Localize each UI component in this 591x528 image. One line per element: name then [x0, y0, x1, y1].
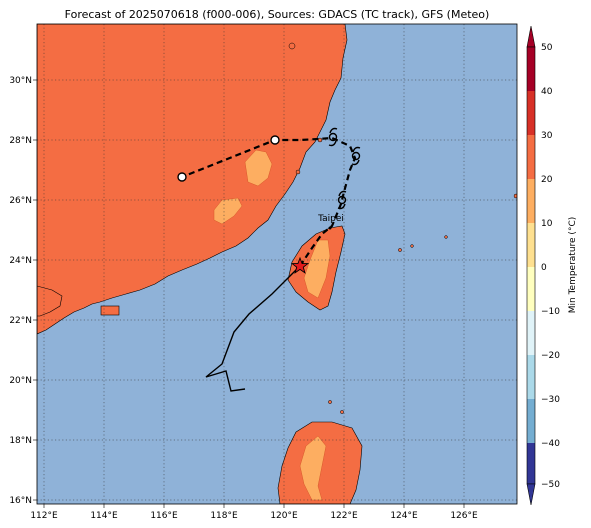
map-frame: [36, 23, 518, 505]
x-tick-label: 112°E: [30, 511, 58, 521]
typhoon-symbol: [337, 190, 347, 210]
colorbar-max-arrow: [526, 25, 536, 48]
colorbar-tick: −40: [541, 439, 560, 449]
x-axis-labels: 112°E 114°E 116°E 118°E 120°E 122°E 124°…: [30, 504, 478, 521]
colorbar-tick: −20: [541, 351, 560, 361]
y-tick-label: 24°N: [9, 256, 32, 266]
x-tick-label: 122°E: [330, 511, 358, 521]
colorbar-tick: 30: [541, 131, 553, 141]
x-tick-label: 124°E: [390, 511, 418, 521]
colorbar-tick: 0: [541, 263, 547, 273]
x-tick-label: 116°E: [150, 511, 178, 521]
y-tick-label: 26°N: [9, 196, 32, 206]
x-tick-label: 118°E: [210, 511, 238, 521]
past-track-line: [205, 265, 301, 392]
coastal-island: [100, 305, 120, 316]
x-tick-label: 126°E: [450, 511, 478, 521]
gridlines: [37, 24, 517, 504]
colorbar-tick: 20: [541, 175, 553, 185]
hainan-edge: [37, 285, 63, 317]
y-tick-label: 20°N: [9, 376, 32, 386]
typhoon-symbol: [328, 127, 338, 147]
y-tick-label: 30°N: [9, 76, 32, 86]
forecast-position-marker: [177, 172, 187, 182]
taipei-marker: [328, 226, 332, 230]
map-panel: Taipei: [37, 24, 517, 504]
taiwan-hot-region: [303, 239, 331, 299]
hot-region-fujian: [213, 197, 243, 225]
colorbar-tick: −30: [541, 395, 560, 405]
colorbar-tick: −50: [541, 480, 560, 490]
colorbar-label: Min Temperature (°C): [568, 217, 578, 314]
y-tick-label: 16°N: [9, 496, 32, 506]
colorbar: 50 40 30 20 10 0 −10 −20 −30 −40 −50 Min…: [526, 25, 578, 506]
colorbar-min-arrow: [526, 483, 536, 506]
current-position-star-icon: [290, 256, 310, 274]
colorbar-tick: 50: [541, 43, 553, 53]
colorbar-tick: 10: [541, 219, 553, 229]
hot-region-zhejiang: [244, 149, 273, 187]
city-label-taipei: Taipei: [317, 214, 344, 224]
map-title: Forecast of 2025070618 (f000-006), Sourc…: [65, 8, 490, 21]
forecast-track-line: [181, 136, 357, 267]
y-tick-label: 22°N: [9, 316, 32, 326]
y-tick-label: 28°N: [9, 136, 32, 146]
colorbar-tick: 40: [541, 87, 553, 97]
y-axis-labels: 30°N 28°N 26°N 24°N 22°N 20°N 18°N 16°N: [9, 76, 37, 506]
luzon-hot-region: [299, 435, 327, 501]
x-tick-label: 114°E: [90, 511, 118, 521]
colorbar-tick: −10: [541, 307, 560, 317]
x-tick-label: 120°E: [270, 511, 298, 521]
typhoon-symbol: [351, 146, 361, 166]
y-tick-label: 18°N: [9, 436, 32, 446]
mainland-china-landmass: [37, 24, 348, 335]
forecast-position-marker: [270, 135, 280, 145]
